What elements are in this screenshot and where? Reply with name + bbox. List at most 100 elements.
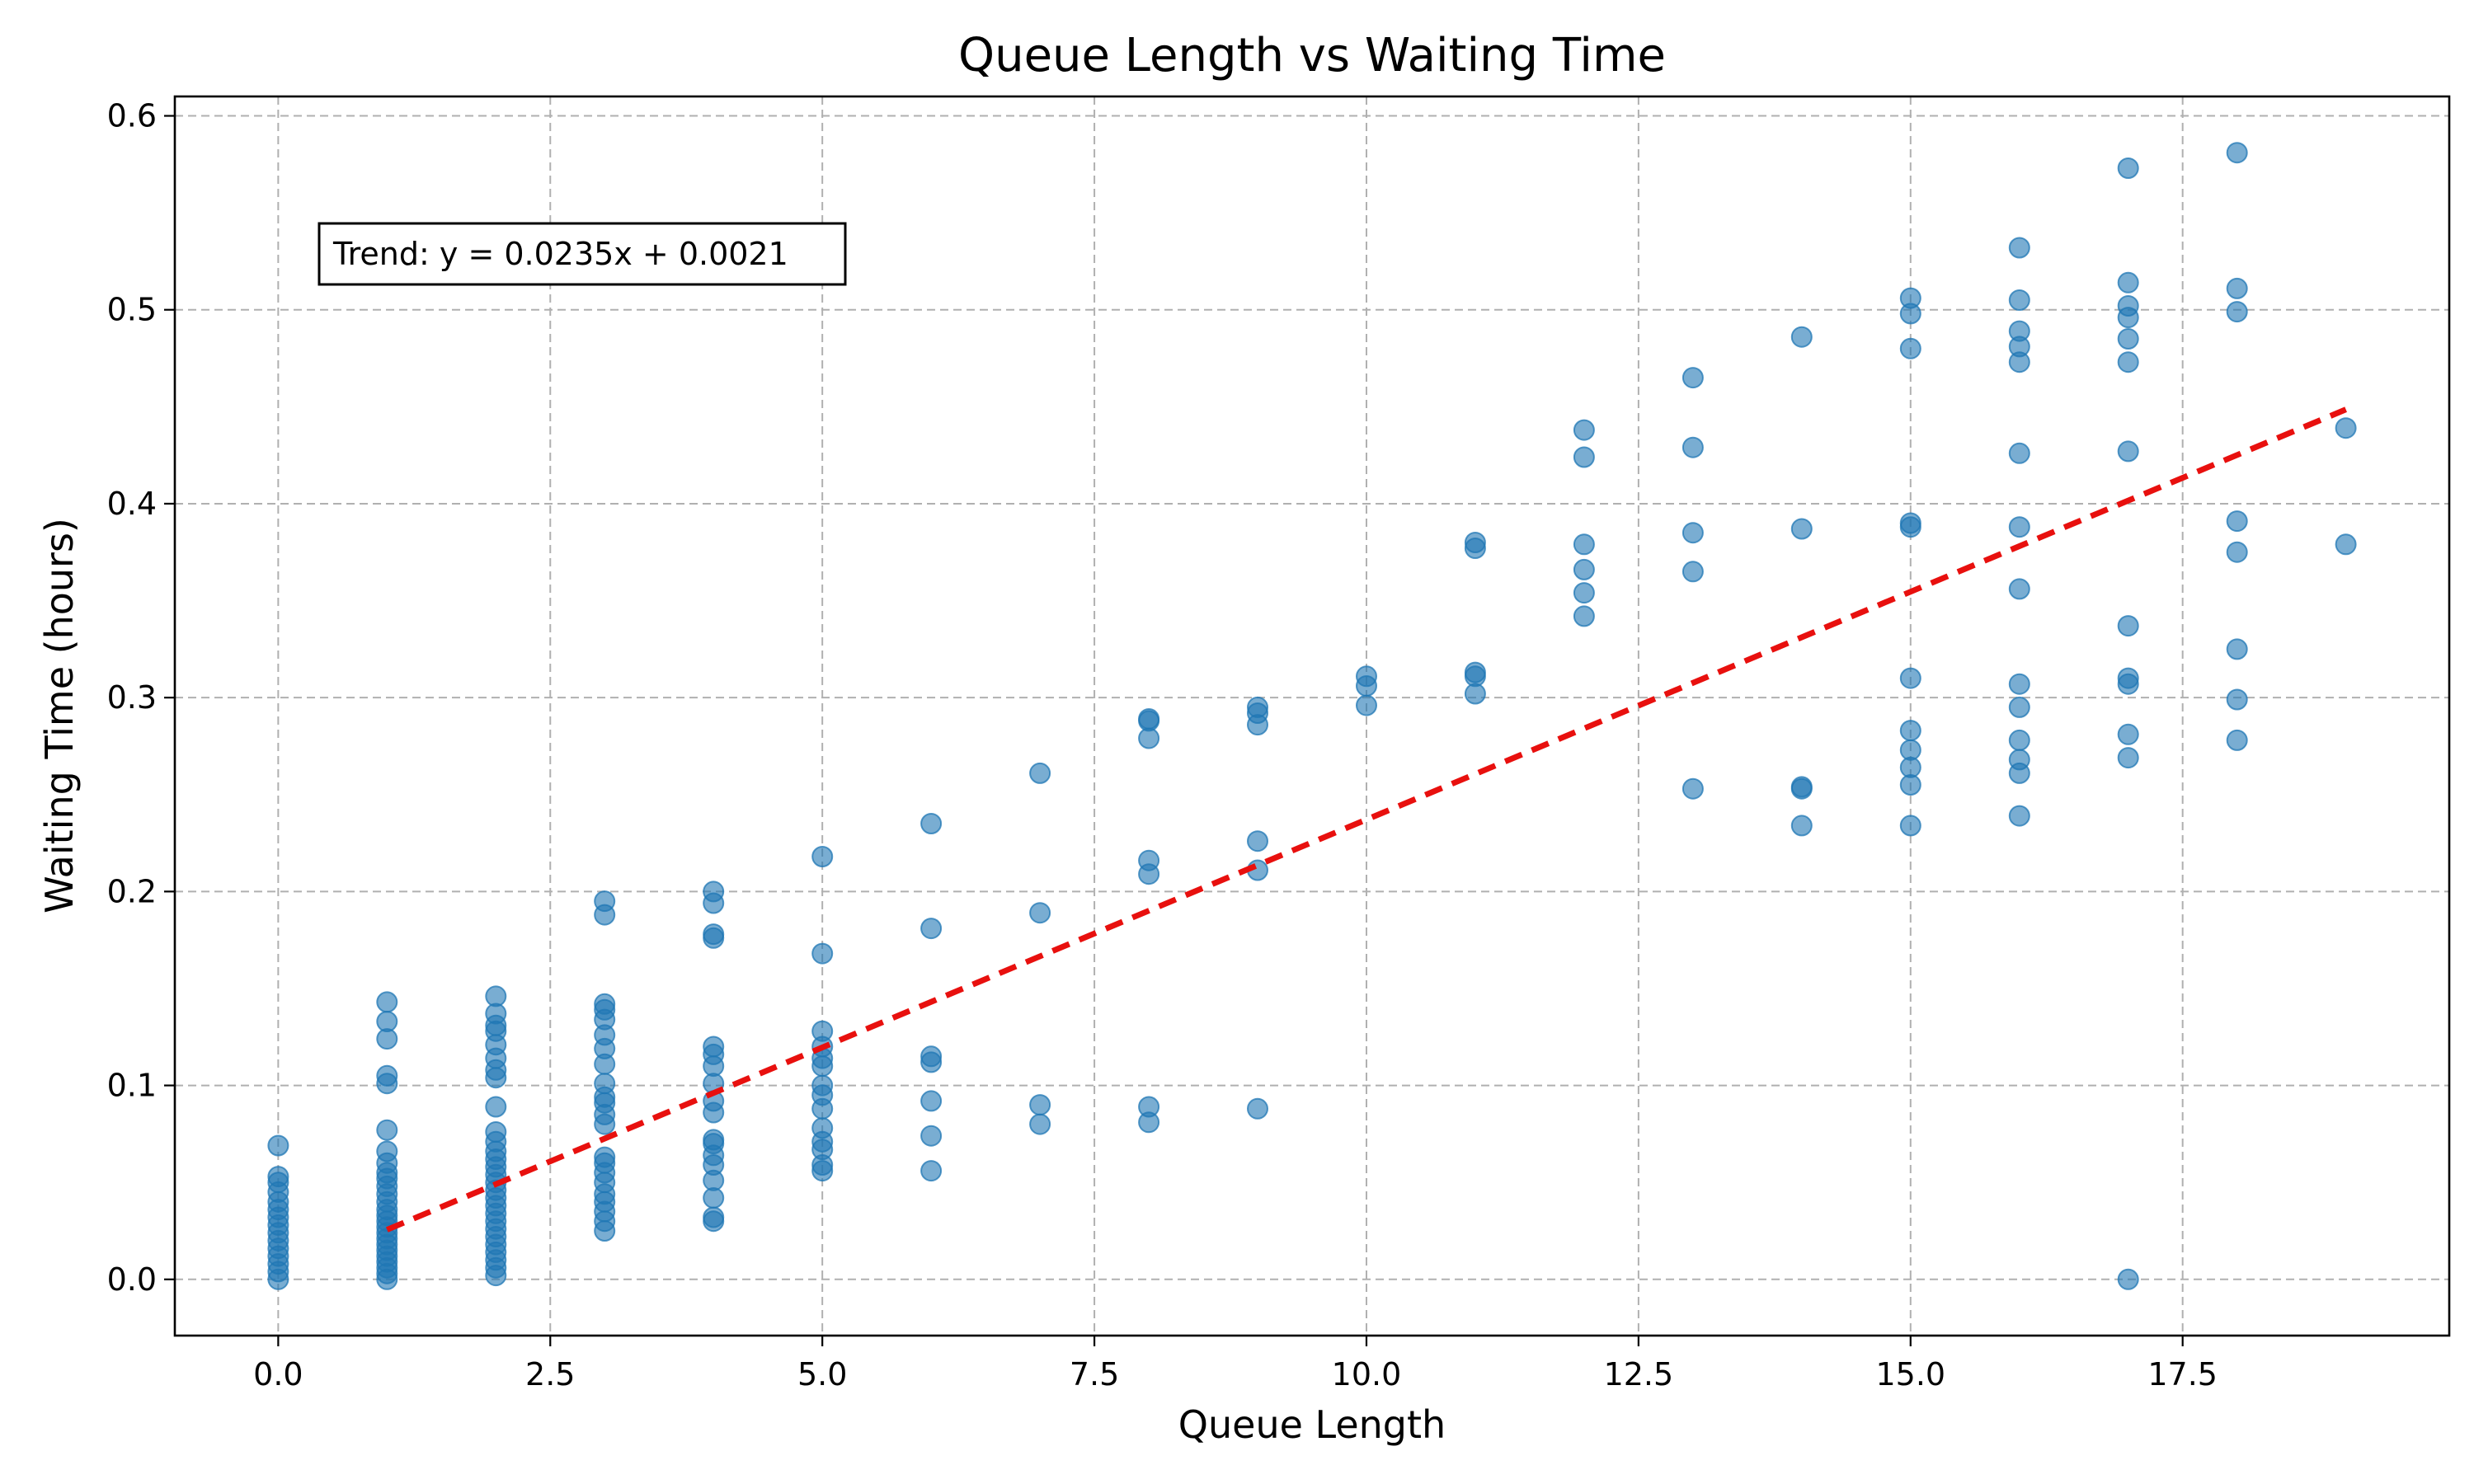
data-point bbox=[2117, 440, 2139, 463]
data-point bbox=[811, 846, 834, 867]
data-point bbox=[2226, 688, 2248, 711]
data-point bbox=[703, 1206, 725, 1228]
data-point bbox=[2008, 729, 2030, 751]
data-point bbox=[376, 1119, 398, 1141]
x-tick-label: 7.5 bbox=[1070, 1356, 1119, 1392]
x-tick-label: 10.0 bbox=[1332, 1356, 1402, 1392]
data-point bbox=[1356, 694, 1377, 716]
data-point bbox=[2008, 237, 2030, 259]
chart-title: Queue Length vs Waiting Time bbox=[958, 29, 1666, 82]
data-point bbox=[1790, 326, 1813, 348]
x-axis-label: Queue Length bbox=[1178, 1402, 1446, 1447]
data-point bbox=[1029, 762, 1051, 784]
y-tick-label: 0.6 bbox=[107, 98, 157, 134]
y-axis-label: Waiting Time (hours) bbox=[37, 518, 82, 913]
data-point bbox=[2008, 516, 2030, 538]
data-point bbox=[2226, 638, 2248, 660]
x-tick-label: 2.5 bbox=[525, 1356, 575, 1392]
data-point bbox=[1573, 558, 1595, 580]
data-point bbox=[1029, 902, 1051, 924]
data-point bbox=[920, 1045, 943, 1068]
data-point bbox=[376, 991, 398, 1013]
x-tick-label: 17.5 bbox=[2147, 1356, 2218, 1392]
data-point bbox=[267, 1166, 289, 1188]
x-tick-label: 15.0 bbox=[1875, 1356, 1945, 1392]
data-point bbox=[2008, 289, 2030, 311]
data-point bbox=[594, 1073, 616, 1095]
data-point bbox=[1573, 605, 1595, 627]
data-point bbox=[2008, 696, 2030, 718]
data-point bbox=[485, 1121, 507, 1143]
data-point bbox=[1356, 665, 1377, 688]
data-point bbox=[2335, 417, 2357, 439]
data-point bbox=[1247, 830, 1268, 852]
data-point bbox=[1899, 720, 1921, 742]
data-point bbox=[1681, 522, 1704, 544]
data-point bbox=[920, 1160, 943, 1182]
data-point bbox=[1573, 582, 1595, 604]
data-point bbox=[1899, 337, 1921, 359]
data-point bbox=[703, 1129, 725, 1151]
data-point bbox=[376, 1011, 398, 1032]
data-point bbox=[920, 918, 943, 940]
data-point bbox=[1681, 436, 1704, 458]
data-point bbox=[2008, 805, 2030, 827]
y-tick-label: 0.0 bbox=[107, 1261, 157, 1298]
y-tick-label: 0.5 bbox=[107, 292, 157, 328]
annotation-text: Trend: y = 0.0235x + 0.0021 bbox=[332, 236, 788, 272]
data-point bbox=[1899, 667, 1921, 689]
y-tick-label: 0.2 bbox=[107, 873, 157, 909]
data-point bbox=[1681, 561, 1704, 583]
data-point bbox=[2008, 320, 2030, 342]
data-point bbox=[1681, 367, 1704, 389]
data-point bbox=[1790, 518, 1813, 540]
data-point bbox=[1138, 1096, 1160, 1118]
data-point bbox=[2226, 301, 2248, 323]
data-point bbox=[2117, 328, 2139, 350]
data-points bbox=[267, 142, 2357, 1290]
data-point bbox=[2226, 510, 2248, 533]
data-point bbox=[1029, 1094, 1051, 1116]
data-point bbox=[703, 1036, 725, 1058]
data-point bbox=[1029, 1113, 1051, 1135]
data-point bbox=[703, 881, 725, 903]
trend-line-group bbox=[385, 406, 2347, 1233]
data-point bbox=[703, 923, 725, 946]
data-point bbox=[2117, 1268, 2139, 1290]
data-point bbox=[1790, 815, 1813, 837]
y-tick-label: 0.1 bbox=[107, 1068, 157, 1104]
data-point bbox=[2226, 729, 2248, 751]
data-point bbox=[376, 1064, 398, 1087]
data-point bbox=[594, 1146, 616, 1168]
data-point bbox=[2226, 541, 2248, 563]
data-point bbox=[2008, 749, 2030, 771]
data-point bbox=[1138, 849, 1160, 871]
data-point bbox=[1247, 696, 1268, 718]
data-point bbox=[811, 1117, 834, 1139]
data-point bbox=[2335, 533, 2357, 556]
data-point bbox=[1790, 776, 1813, 798]
data-point bbox=[594, 993, 616, 1015]
data-point bbox=[2117, 723, 2139, 745]
x-tick-label: 5.0 bbox=[797, 1356, 847, 1392]
data-point bbox=[1899, 739, 1921, 761]
data-point bbox=[811, 1074, 834, 1097]
data-point bbox=[2117, 295, 2139, 317]
data-point bbox=[1899, 815, 1921, 837]
data-point bbox=[1573, 533, 1595, 556]
data-point bbox=[376, 1140, 398, 1162]
x-tick-label: 12.5 bbox=[1604, 1356, 1674, 1392]
trend-line bbox=[385, 406, 2347, 1233]
data-point bbox=[1464, 661, 1486, 683]
data-point bbox=[2117, 615, 2139, 637]
data-point bbox=[2117, 747, 2139, 769]
data-point bbox=[267, 1134, 289, 1157]
data-point bbox=[485, 1096, 507, 1118]
data-point bbox=[2226, 277, 2248, 299]
data-point bbox=[920, 1090, 943, 1112]
data-point bbox=[2117, 157, 2139, 179]
data-point bbox=[2117, 667, 2139, 689]
data-point bbox=[920, 1125, 943, 1147]
